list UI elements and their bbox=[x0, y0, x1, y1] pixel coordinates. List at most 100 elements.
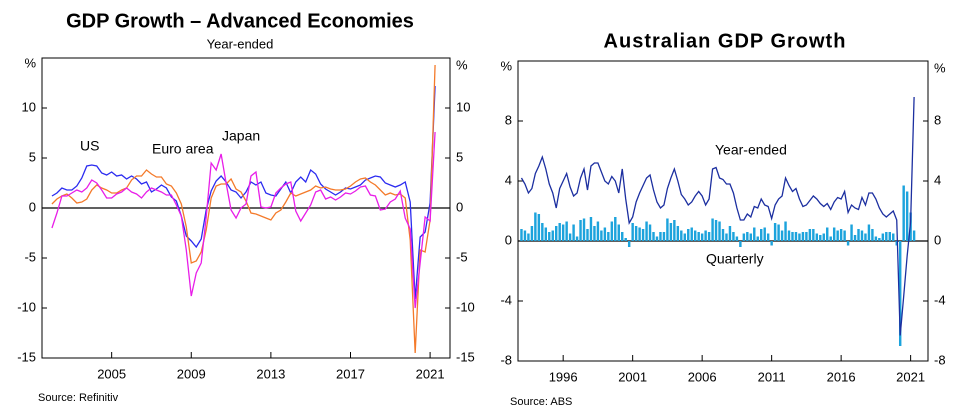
y2-tick-label: -15 bbox=[456, 349, 475, 364]
bar bbox=[746, 232, 749, 241]
bar bbox=[548, 232, 551, 241]
bar bbox=[593, 226, 596, 241]
x-tick-label: 2001 bbox=[618, 369, 647, 384]
y2-tick-label: -8 bbox=[934, 352, 946, 367]
y-tick-label: 8 bbox=[505, 112, 512, 127]
plot-frame bbox=[517, 60, 929, 362]
bar bbox=[846, 241, 850, 246]
bar bbox=[645, 221, 648, 241]
bar bbox=[898, 241, 902, 346]
bar bbox=[850, 224, 853, 241]
bar bbox=[766, 233, 770, 241]
bar bbox=[693, 230, 697, 241]
bar bbox=[836, 230, 839, 241]
bar bbox=[523, 230, 527, 241]
bar bbox=[843, 230, 846, 241]
y2-tick-label: -5 bbox=[456, 249, 468, 264]
bar bbox=[648, 224, 652, 241]
bar bbox=[575, 236, 579, 241]
bar bbox=[773, 223, 777, 241]
bar bbox=[739, 241, 742, 247]
bar bbox=[572, 224, 575, 241]
bar bbox=[631, 223, 634, 241]
bar bbox=[687, 229, 690, 241]
bar bbox=[912, 230, 916, 241]
bar bbox=[561, 224, 565, 241]
y-tick-label: 5 bbox=[29, 149, 36, 164]
bar bbox=[826, 227, 829, 241]
bar bbox=[641, 229, 645, 241]
y-tick-label: -10 bbox=[17, 299, 36, 314]
y-tick-label: -8 bbox=[500, 352, 512, 367]
y-tick-label: 10 bbox=[22, 99, 36, 114]
bar bbox=[815, 233, 819, 241]
y2-tick-label: -4 bbox=[934, 292, 946, 307]
source: Source: Refinitiv bbox=[38, 392, 119, 404]
bar bbox=[704, 230, 707, 241]
series-label: Japan bbox=[222, 128, 260, 144]
bar bbox=[596, 221, 600, 241]
bar bbox=[680, 230, 683, 241]
bar bbox=[871, 229, 874, 241]
bar bbox=[812, 229, 815, 241]
bar bbox=[544, 227, 548, 241]
bar bbox=[600, 230, 603, 241]
bar bbox=[683, 233, 686, 241]
y2-tick-label: 5 bbox=[456, 149, 463, 164]
bar bbox=[655, 236, 659, 241]
y2-tick-label: 0 bbox=[456, 199, 463, 214]
bar bbox=[582, 218, 586, 241]
bar bbox=[659, 232, 662, 241]
bar bbox=[895, 241, 898, 246]
bar bbox=[638, 227, 641, 241]
bar bbox=[902, 185, 905, 241]
chart-title: Australian GDP Growth bbox=[604, 30, 847, 52]
bar bbox=[527, 233, 530, 241]
y-tick-label: 0 bbox=[505, 232, 512, 247]
bar bbox=[565, 221, 568, 241]
x-tick-label: 2021 bbox=[896, 369, 925, 384]
bar bbox=[579, 220, 582, 241]
bar bbox=[794, 232, 798, 241]
bar bbox=[669, 223, 673, 241]
x-tick-label: 2005 bbox=[97, 366, 126, 381]
bar bbox=[749, 233, 753, 241]
y2-unit: % bbox=[934, 60, 946, 75]
y-tick-label: 4 bbox=[505, 172, 512, 187]
bar bbox=[864, 233, 867, 241]
bar bbox=[627, 241, 631, 247]
bar bbox=[707, 232, 711, 241]
bar bbox=[690, 227, 693, 241]
bar bbox=[700, 233, 704, 241]
bar bbox=[760, 229, 763, 241]
bar bbox=[621, 232, 624, 241]
bar bbox=[770, 241, 773, 246]
x-tick-label: 2006 bbox=[688, 369, 717, 384]
bar bbox=[829, 236, 832, 241]
bar bbox=[568, 233, 572, 241]
bar bbox=[801, 232, 805, 241]
series-line bbox=[51, 64, 436, 354]
bar bbox=[537, 214, 541, 241]
y-tick-label: -15 bbox=[17, 349, 36, 364]
bar bbox=[725, 233, 728, 241]
bar bbox=[763, 227, 766, 241]
series-label: Quarterly bbox=[706, 251, 764, 267]
x-tick-label: 2016 bbox=[827, 369, 856, 384]
x-tick-label: 2017 bbox=[336, 366, 365, 381]
y2-tick-label: -10 bbox=[456, 299, 475, 314]
bar bbox=[624, 238, 627, 241]
bar bbox=[586, 229, 589, 241]
bar bbox=[555, 226, 558, 241]
chart-subtitle: Year-ended bbox=[207, 36, 274, 51]
y-tick-label: -4 bbox=[500, 292, 512, 307]
bar bbox=[673, 220, 676, 241]
y-tick-label: -5 bbox=[24, 249, 36, 264]
bar bbox=[839, 229, 843, 241]
bar bbox=[905, 191, 909, 241]
bar bbox=[822, 233, 825, 241]
bar bbox=[718, 221, 721, 241]
y2-tick-label: 4 bbox=[934, 172, 941, 187]
bar bbox=[756, 236, 759, 241]
